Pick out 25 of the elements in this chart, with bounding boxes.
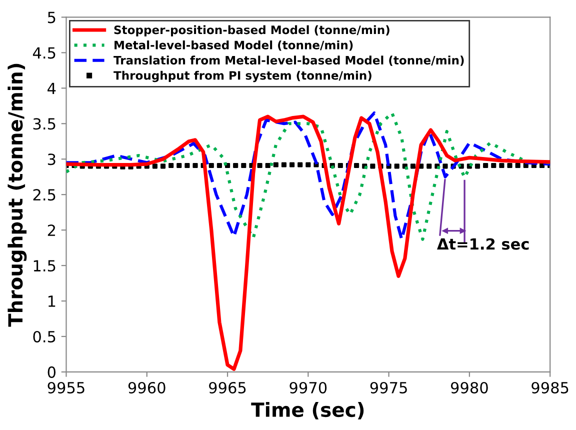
y-tick-label: 5 (48, 12, 56, 24)
x-tick-label: 9960 (128, 382, 166, 394)
legend-label: Stopper-position-based Model (tonne/min) (114, 25, 390, 36)
y-tick-label: 4 (48, 82, 56, 94)
y-tick-label: 0 (48, 366, 56, 378)
legend-label: Throughput from PI system (tonne/min) (114, 70, 372, 82)
y-tick-label: 2 (48, 224, 55, 236)
y-tick-label: 2.5 (33, 189, 56, 201)
annotation: Δt=1.2 sec (436, 238, 529, 250)
y-tick-label: 3.5 (33, 118, 56, 130)
y-tick-label: 1.5 (34, 260, 56, 272)
y-tick-label: 3 (48, 154, 56, 166)
x-axis-title: Time (sec) (251, 402, 364, 420)
x-tick-label: 9955 (48, 382, 84, 394)
legend-label: Metal-level-based Model (tonne/min) (114, 40, 353, 51)
x-tick-label: 9965 (209, 382, 246, 394)
x-tick-label: 9980 (450, 382, 488, 394)
y-tick-label: 4.5 (32, 47, 56, 59)
y-tick-label: 1 (48, 296, 56, 307)
y-axis-title: Throughput (tonne/min) (8, 64, 27, 327)
x-tick-label: 9970 (290, 382, 327, 394)
x-tick-label: 9985 (532, 382, 568, 394)
x-tick-label: 9975 (370, 382, 407, 394)
y-tick-label: 0.5 (33, 330, 56, 342)
legend-label: Translation from Metal-level-based Model (tonne/min) (114, 56, 464, 66)
